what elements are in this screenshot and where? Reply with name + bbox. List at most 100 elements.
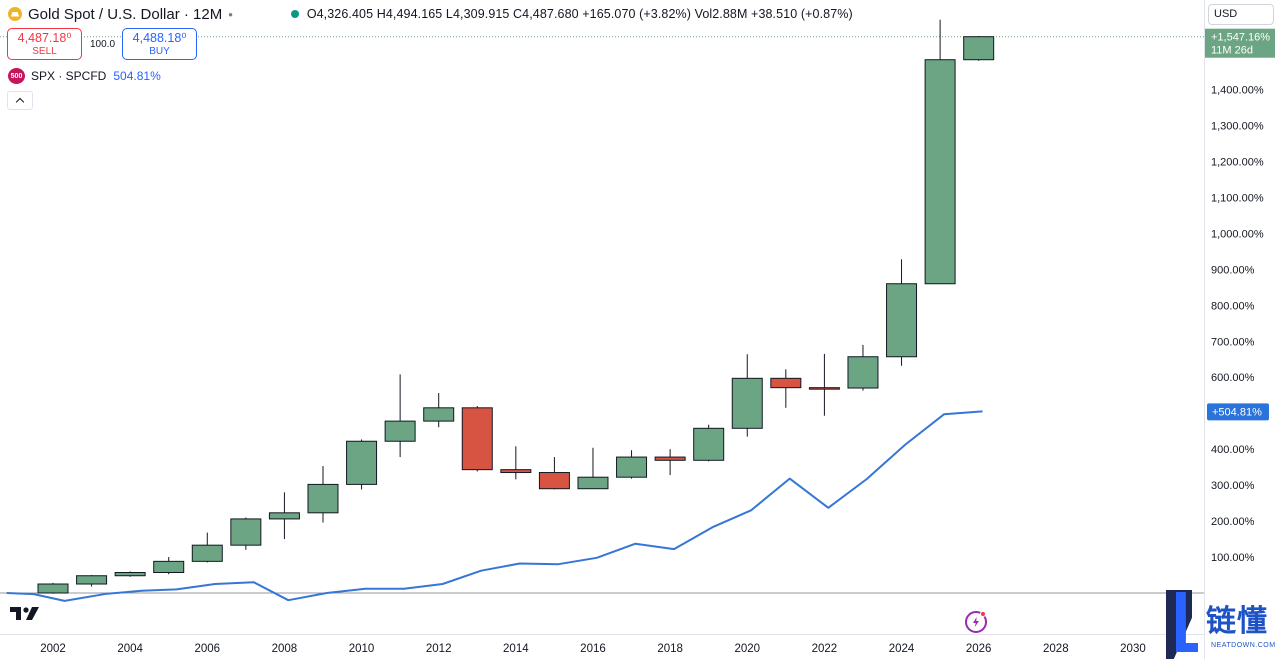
y-tick-label: 1,100.00%	[1211, 192, 1264, 204]
y-tick-label: 600.00%	[1211, 372, 1255, 384]
x-tick-label: 2014	[503, 643, 529, 655]
buy-button[interactable]: 4,488.18⁰ BUY	[122, 28, 197, 60]
chevron-up-icon	[15, 97, 25, 107]
market-status-icon[interactable]	[290, 10, 299, 18]
candle[interactable]	[191, 532, 223, 563]
candle[interactable]	[423, 393, 455, 428]
y-tick-label: 1,200.00%	[1211, 156, 1264, 168]
spread-value: 100.0	[90, 39, 116, 50]
candle-body	[153, 560, 185, 574]
y-tick-label: 300.00%	[1211, 480, 1255, 492]
y-tick-label: 100.00%	[1211, 552, 1255, 564]
symbol-title[interactable]: Gold Spot / U.S. Dollar · 12M	[28, 5, 223, 23]
candle[interactable]	[230, 517, 262, 550]
candle-body	[886, 283, 918, 358]
x-tick-label: 2008	[272, 643, 298, 655]
candle[interactable]	[577, 447, 609, 490]
watermark-text: 链懂	[1206, 604, 1268, 639]
x-tick-label: 2012	[426, 643, 452, 655]
spx-line[interactable]	[6, 410, 983, 602]
candle[interactable]	[307, 466, 339, 523]
candle[interactable]	[500, 446, 532, 480]
y-tick-label: 1,300.00%	[1211, 121, 1264, 133]
tradingview-logo-icon[interactable]	[10, 605, 40, 621]
candle[interactable]	[76, 575, 108, 587]
x-tick-label: 2016	[580, 643, 606, 655]
candle-body	[191, 544, 223, 562]
last-price-badge-bg	[1205, 28, 1275, 58]
x-tick-label: 2018	[657, 643, 683, 655]
candle-body	[963, 36, 995, 61]
candle-body	[616, 456, 648, 478]
x-tick-label: 2010	[349, 643, 375, 655]
chart-header: Gold Spot / U.S. Dollar · 12M • O4,326.4…	[8, 4, 853, 24]
y-tick-label: 700.00%	[1211, 336, 1255, 348]
currency-selector[interactable]: USD	[1208, 4, 1274, 25]
y-tick-label: 1,000.00%	[1211, 228, 1264, 240]
gold-icon	[8, 7, 22, 21]
y-tick-label: 200.00%	[1211, 516, 1255, 528]
x-tick-label: 2004	[117, 643, 143, 655]
candle[interactable]	[654, 449, 686, 476]
compare-symbol-value: 504.81%	[113, 69, 161, 83]
candle-body	[808, 387, 840, 390]
candle-body	[37, 583, 69, 594]
ohlc-values: O4,326.405 H4,494.165 L4,309.915 C4,487.…	[306, 7, 853, 21]
candle-body	[307, 483, 339, 514]
y-tick-label: 800.00%	[1211, 300, 1255, 312]
candle[interactable]	[538, 457, 570, 490]
candle-body	[76, 575, 108, 585]
last-price-badge[interactable]: +1,547.16%11M 26d	[1205, 28, 1275, 58]
x-tick-label: 2006	[194, 643, 220, 655]
candle-body	[461, 407, 493, 471]
compare-symbol-name: SPX · SPCFD	[31, 69, 107, 83]
candle-body	[500, 469, 532, 474]
candle-body	[693, 427, 725, 461]
watermark-logo: 链懂 NEATDOWN.COM	[1166, 590, 1280, 659]
candle-body	[847, 356, 879, 389]
candle-body	[230, 518, 262, 546]
x-tick-label: 2024	[889, 643, 915, 655]
compare-legend[interactable]: 500 SPX · SPCFD 504.81%	[8, 68, 161, 84]
notification-dot	[980, 611, 986, 617]
candle[interactable]	[808, 353, 840, 416]
x-tick-label: 2022	[812, 643, 838, 655]
candle-body	[268, 512, 300, 520]
candle[interactable]	[268, 492, 300, 540]
watermark-domain: NEATDOWN.COM	[1211, 642, 1276, 649]
x-tick-label: 2026	[966, 643, 992, 655]
collapse-legend-button[interactable]	[7, 91, 33, 110]
buy-price: 4,488.18⁰	[132, 31, 187, 45]
candle[interactable]	[886, 259, 918, 366]
candle[interactable]	[384, 374, 416, 458]
y-tick-label: 1,400.00%	[1211, 85, 1264, 97]
sell-button[interactable]: 4,487.18⁰ SELL	[7, 28, 82, 60]
candle-body	[770, 377, 802, 389]
spx-badge-label: +504.81%	[1212, 406, 1262, 418]
candle[interactable]	[924, 19, 956, 285]
candle[interactable]	[153, 557, 185, 575]
candle-body	[114, 572, 146, 577]
candle[interactable]	[346, 439, 378, 490]
candle-body	[538, 472, 570, 490]
candle-body	[924, 59, 956, 285]
sell-price: 4,487.18⁰	[17, 31, 72, 45]
title-dot: •	[228, 6, 233, 22]
price-axis-panel[interactable]	[1204, 0, 1280, 659]
candle[interactable]	[37, 582, 69, 594]
candle-body	[654, 456, 686, 461]
candle[interactable]	[693, 424, 725, 462]
candle[interactable]	[963, 35, 995, 61]
last-price-label: +1,547.16%	[1211, 32, 1270, 44]
x-tick-label: 2028	[1043, 643, 1069, 655]
candle[interactable]	[114, 571, 146, 577]
candle[interactable]	[847, 344, 879, 391]
buy-label: BUY	[149, 46, 170, 57]
candle[interactable]	[731, 354, 763, 437]
candle[interactable]	[770, 369, 802, 408]
candle[interactable]	[461, 406, 493, 472]
candle[interactable]	[616, 450, 648, 479]
spx-price-badge[interactable]: +504.81%	[1207, 403, 1269, 421]
sell-label: SELL	[32, 46, 57, 57]
